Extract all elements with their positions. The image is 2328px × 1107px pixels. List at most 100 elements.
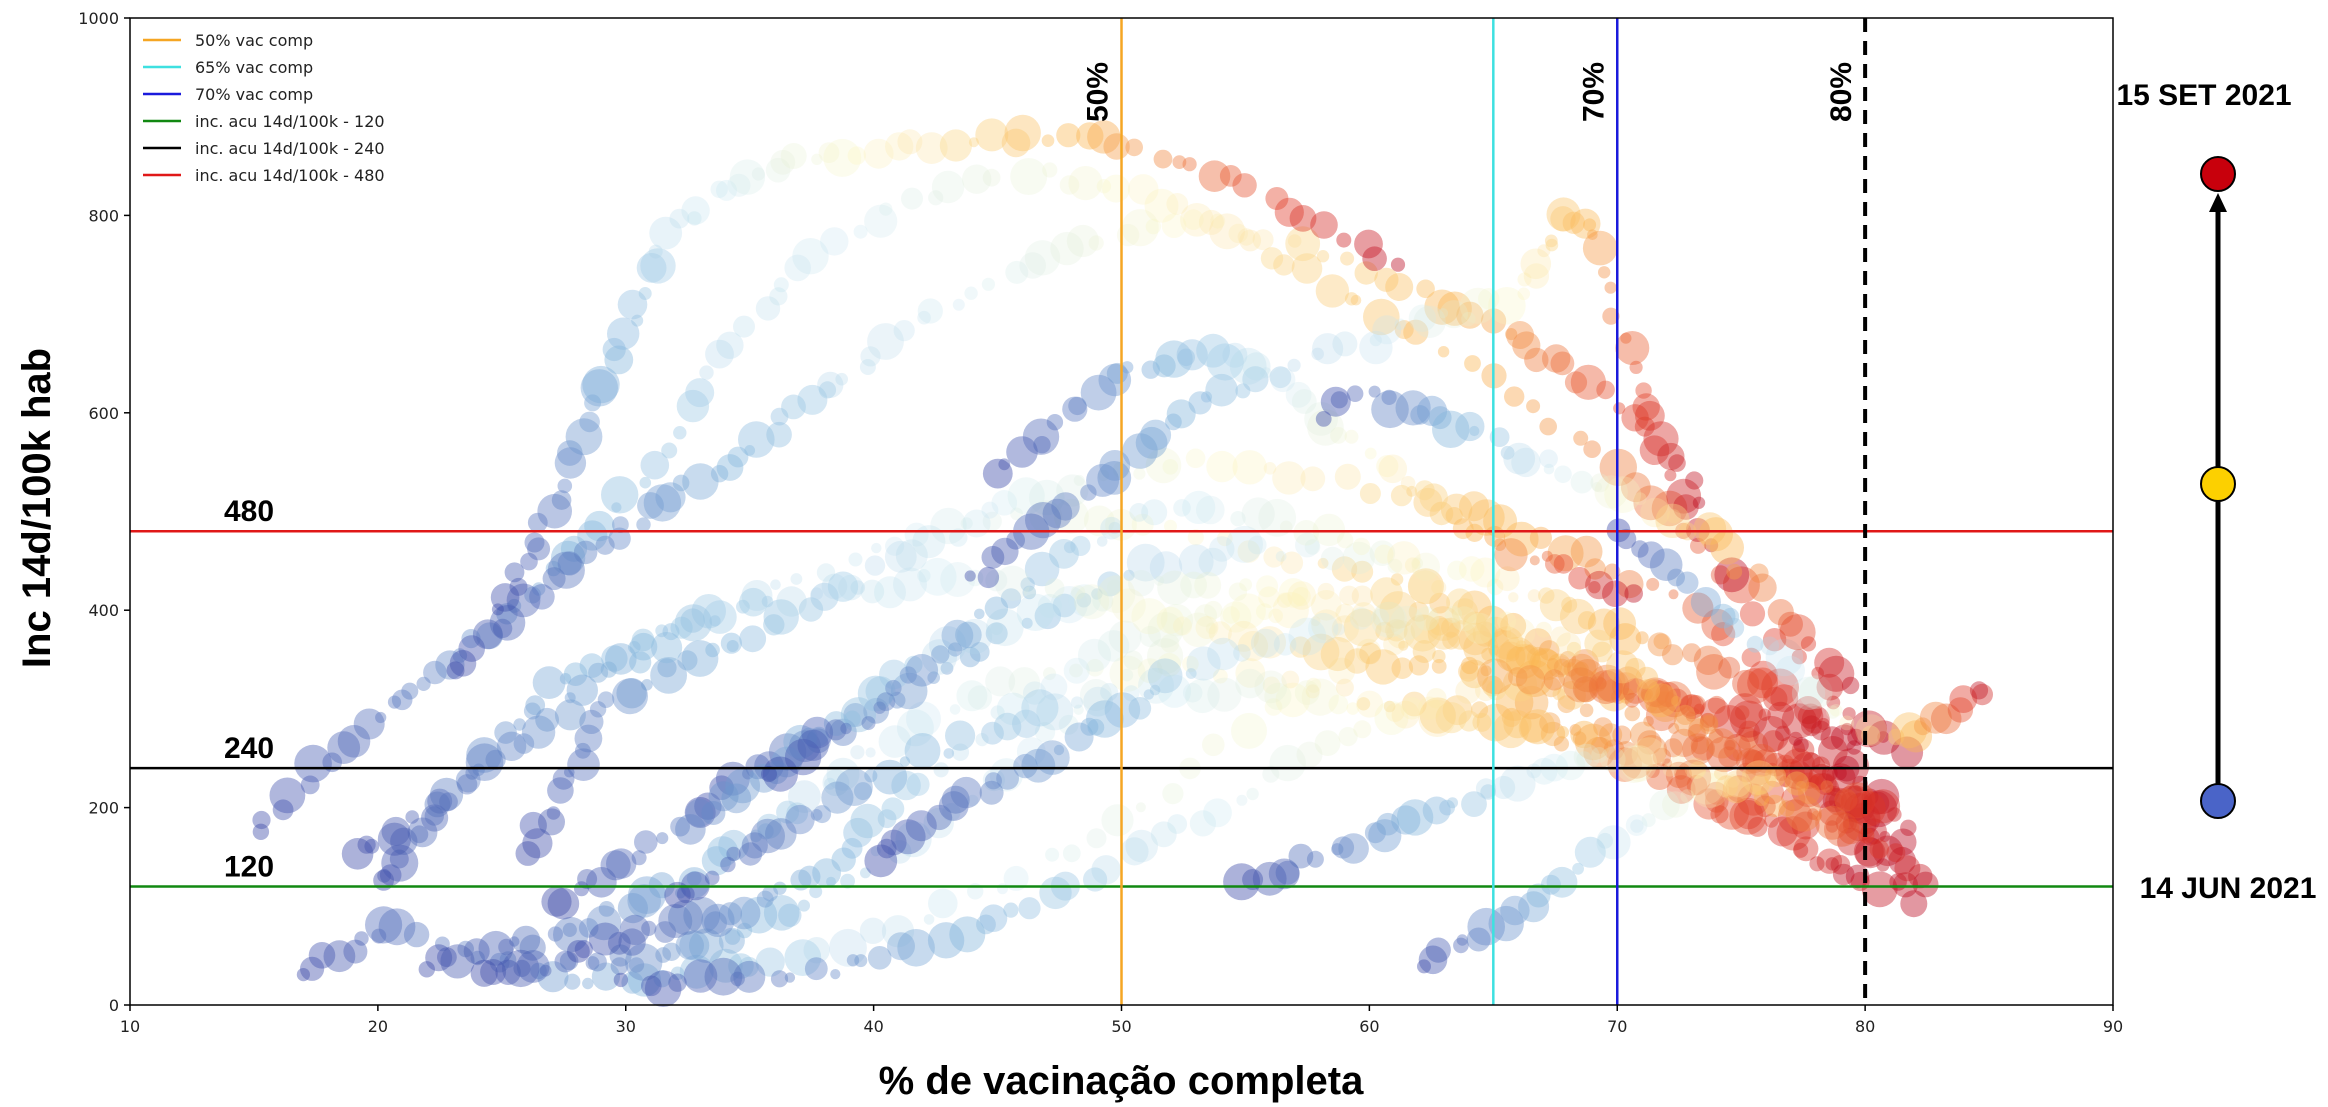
data-point (1970, 681, 1988, 699)
data-point (382, 817, 411, 846)
legend: 50% vac comp65% vac comp70% vac compinc.… (143, 31, 385, 185)
data-point (1203, 798, 1232, 827)
data-point (1129, 697, 1152, 720)
data-point (1438, 346, 1449, 357)
data-point (1236, 795, 1247, 806)
data-point (558, 479, 573, 494)
data-point (1710, 531, 1744, 565)
data-point (1335, 464, 1361, 490)
data-point (1238, 228, 1255, 245)
data-point (1102, 175, 1130, 203)
data-point (830, 969, 840, 979)
data-point (810, 587, 823, 600)
data-point (1671, 696, 1681, 706)
data-point (1508, 592, 1518, 602)
data-point (1360, 483, 1381, 504)
data-point (1447, 797, 1458, 808)
data-point (1551, 352, 1575, 376)
data-point (582, 978, 593, 989)
data-point (1401, 476, 1416, 491)
data-point (1353, 538, 1370, 555)
data-point (1748, 817, 1768, 837)
data-point (634, 830, 658, 854)
y-axis-title: Inc 14d/100k hab (15, 348, 59, 668)
data-point (762, 596, 774, 608)
data-point (639, 287, 652, 300)
data-point (739, 625, 766, 652)
data-point (1839, 716, 1854, 731)
data-point (785, 805, 814, 834)
data-point (1599, 723, 1622, 746)
vline-label: 70% (1577, 62, 1610, 122)
data-point (1544, 669, 1565, 690)
data-point (1345, 430, 1359, 444)
data-point (1605, 282, 1617, 294)
data-point (865, 555, 885, 575)
data-point (1625, 706, 1641, 722)
data-point (1087, 828, 1107, 848)
data-point (1356, 691, 1383, 718)
data-point (1010, 158, 1047, 195)
data-point (709, 615, 720, 626)
data-point (728, 897, 761, 930)
data-point (1042, 162, 1057, 177)
data-point (1063, 844, 1081, 862)
data-point (1340, 252, 1354, 266)
data-point (1141, 499, 1167, 525)
data-point (1426, 938, 1451, 963)
time-scale: 15 SET 202114 JUN 2021 (2116, 79, 2316, 905)
data-point (1331, 391, 1348, 408)
data-point (1292, 587, 1311, 606)
data-point (1232, 173, 1256, 197)
data-point (640, 477, 652, 489)
data-point (1089, 235, 1104, 250)
data-point (1801, 715, 1822, 736)
legend-label: inc. acu 14d/100k - 120 (195, 112, 385, 131)
data-point (1233, 450, 1267, 484)
time-mid-marker (2201, 467, 2235, 501)
data-point (951, 777, 982, 808)
data-point (1477, 659, 1513, 695)
data-point (1385, 273, 1413, 301)
data-point (1455, 412, 1484, 441)
data-point (726, 847, 740, 861)
data-point (681, 196, 709, 224)
x-tick-label: 20 (368, 1017, 388, 1036)
data-point (778, 904, 801, 927)
data-point (1442, 632, 1460, 650)
data-point (1253, 229, 1274, 250)
data-point (835, 373, 848, 386)
data-point (866, 747, 876, 757)
data-point (1530, 555, 1540, 565)
data-point (1748, 574, 1776, 602)
data-point (1260, 367, 1271, 378)
data-point (785, 972, 795, 982)
data-point (964, 287, 977, 300)
data-point (252, 811, 270, 829)
legend-label: 65% vac comp (195, 58, 313, 77)
data-point (854, 782, 872, 800)
data-point (752, 167, 765, 180)
data-point (1596, 825, 1630, 859)
data-point (950, 704, 961, 715)
data-point (770, 579, 781, 590)
data-point (1148, 658, 1183, 693)
data-point (1876, 858, 1889, 871)
data-point (1583, 218, 1596, 231)
x-tick-label: 30 (616, 1017, 636, 1036)
data-point (1724, 618, 1744, 638)
data-point (1273, 254, 1294, 275)
vline-label: 80% (1825, 62, 1858, 122)
data-point (1598, 266, 1610, 278)
data-point (641, 921, 656, 936)
data-point (270, 778, 306, 814)
data-point (1395, 319, 1407, 331)
data-point (1353, 720, 1371, 738)
data-point (879, 203, 892, 216)
data-point (1676, 572, 1698, 594)
data-point (1362, 246, 1387, 271)
data-point (1101, 804, 1133, 836)
data-point (1675, 705, 1695, 725)
data-point (705, 643, 720, 658)
data-point (1793, 843, 1808, 858)
